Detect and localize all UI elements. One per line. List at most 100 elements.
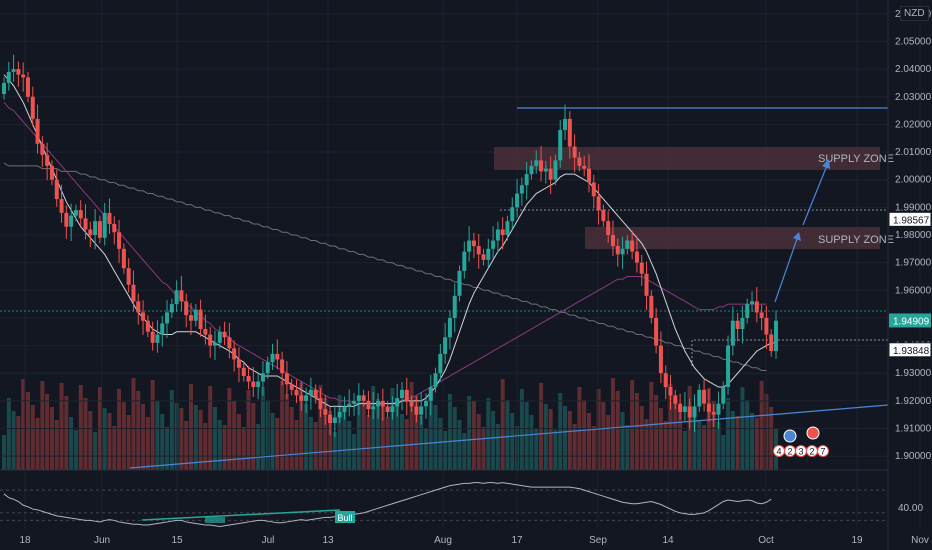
candle[interactable] [332, 405, 337, 438]
candle[interactable] [54, 169, 59, 207]
candle[interactable] [184, 293, 189, 328]
candle[interactable] [639, 254, 644, 286]
candle[interactable] [572, 134, 577, 172]
candle[interactable] [136, 293, 141, 325]
candle[interactable] [716, 391, 721, 430]
candle[interactable] [586, 154, 591, 193]
candle[interactable] [88, 221, 93, 248]
candle[interactable] [548, 156, 553, 195]
candle[interactable] [145, 315, 150, 338]
candle[interactable] [217, 326, 222, 349]
candle[interactable] [189, 303, 194, 336]
candle[interactable] [491, 226, 496, 259]
candle[interactable] [212, 330, 217, 360]
candle[interactable] [519, 177, 524, 206]
candle[interactable] [174, 280, 179, 312]
candle[interactable] [663, 365, 668, 400]
candle[interactable] [236, 347, 241, 383]
candle[interactable] [328, 406, 333, 436]
candle[interactable] [409, 395, 414, 412]
candle[interactable] [745, 298, 750, 324]
candle[interactable] [754, 286, 759, 323]
candle[interactable] [711, 404, 716, 427]
candle[interactable] [428, 374, 433, 416]
candle[interactable] [155, 320, 160, 353]
candle[interactable] [251, 367, 256, 398]
candle[interactable] [457, 265, 462, 302]
candle[interactable] [11, 54, 16, 82]
candle[interactable] [59, 184, 64, 223]
candle[interactable] [141, 300, 146, 336]
candle[interactable] [21, 62, 26, 92]
candle[interactable] [634, 237, 639, 273]
candle[interactable] [630, 230, 635, 260]
candle[interactable] [404, 377, 409, 416]
candle[interactable] [222, 321, 227, 346]
candle[interactable] [735, 312, 740, 342]
candle[interactable] [601, 204, 606, 227]
candle[interactable] [539, 145, 544, 182]
candle[interactable] [433, 367, 438, 393]
supply-zone-upper[interactable] [494, 147, 880, 170]
candle[interactable] [93, 209, 98, 250]
candle[interactable] [438, 343, 443, 381]
candle[interactable] [6, 61, 11, 91]
candle[interactable] [160, 315, 165, 347]
candle[interactable] [25, 71, 30, 103]
candle[interactable] [706, 389, 711, 422]
candle[interactable] [112, 216, 117, 245]
candle[interactable] [337, 406, 342, 423]
candle[interactable] [275, 339, 280, 370]
candle[interactable] [764, 305, 769, 349]
candle[interactable] [524, 162, 529, 200]
candle[interactable] [280, 351, 285, 386]
candle[interactable] [323, 394, 328, 425]
candle[interactable] [471, 232, 476, 259]
candle[interactable] [610, 220, 615, 257]
candle[interactable] [486, 238, 491, 268]
candle[interactable] [740, 305, 745, 344]
candle[interactable] [313, 384, 318, 404]
candle[interactable] [232, 340, 237, 372]
candle[interactable] [102, 202, 107, 246]
candle[interactable] [342, 396, 347, 420]
ma-fast-line[interactable] [3, 74, 776, 407]
currency-label[interactable]: NZD [900, 6, 929, 21]
candle[interactable] [78, 200, 83, 227]
candle[interactable] [596, 184, 601, 225]
candle[interactable] [308, 377, 313, 410]
candle[interactable] [198, 299, 203, 337]
candle[interactable] [495, 221, 500, 253]
candle[interactable] [241, 362, 246, 382]
candle[interactable] [505, 215, 510, 241]
ma-slow-line[interactable] [3, 162, 767, 371]
candle[interactable] [304, 387, 309, 414]
candle[interactable] [481, 248, 486, 266]
candle[interactable] [284, 361, 289, 399]
candle[interactable] [774, 310, 778, 359]
candle[interactable] [165, 300, 170, 338]
candle[interactable] [673, 389, 678, 410]
candle[interactable] [35, 104, 40, 154]
candle[interactable] [390, 396, 395, 420]
candle[interactable] [40, 136, 45, 167]
rsi-line[interactable] [3, 482, 772, 527]
candle[interactable] [260, 361, 265, 396]
candle[interactable] [265, 356, 270, 379]
candle[interactable] [256, 373, 261, 400]
candle[interactable] [376, 393, 381, 419]
candle[interactable] [246, 366, 251, 390]
ascending-trendline[interactable] [129, 404, 889, 469]
candle[interactable] [567, 111, 572, 159]
candle[interactable] [107, 198, 112, 234]
candle[interactable] [318, 388, 323, 417]
candle[interactable] [179, 275, 184, 312]
candle[interactable] [126, 258, 131, 293]
candle[interactable] [49, 160, 54, 186]
candle[interactable] [558, 119, 563, 169]
candle[interactable] [462, 241, 467, 279]
candle[interactable] [654, 307, 659, 354]
candle[interactable] [385, 400, 390, 418]
candle[interactable] [591, 174, 596, 209]
candle[interactable] [121, 243, 126, 274]
